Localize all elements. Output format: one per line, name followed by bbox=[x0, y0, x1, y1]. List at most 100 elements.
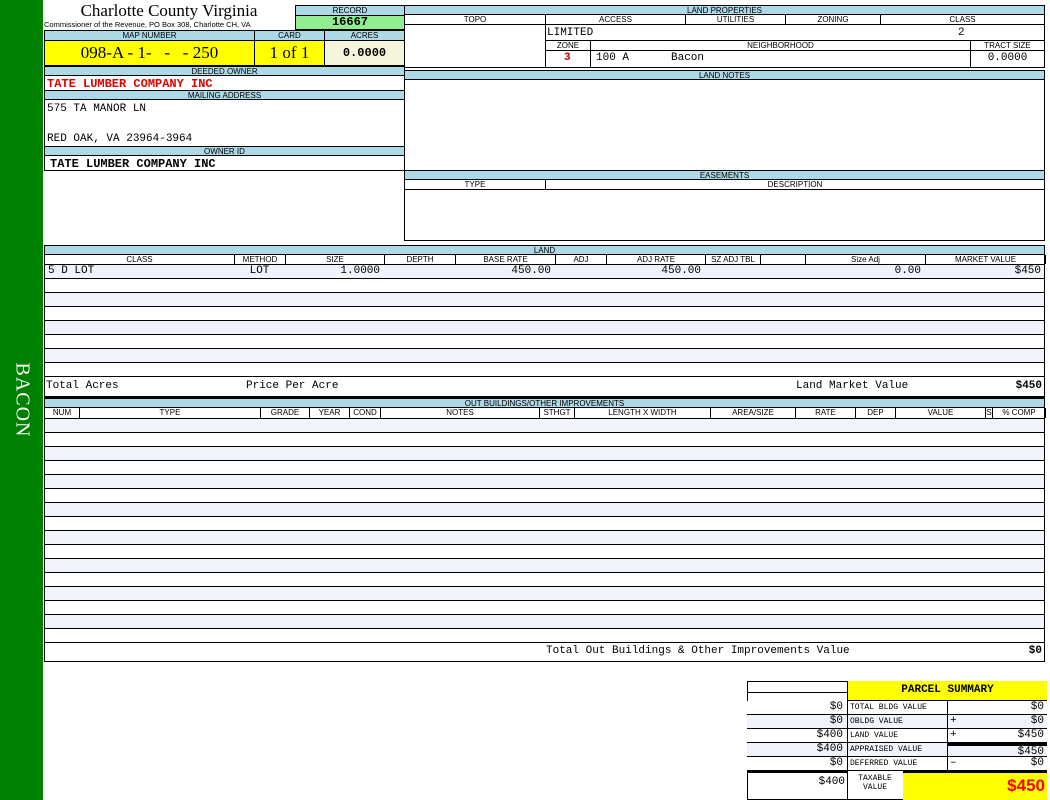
tract-size-header: TRACT SIZE bbox=[970, 40, 1045, 51]
column-header: VALUE bbox=[896, 408, 986, 418]
column-header: % COMP bbox=[993, 408, 1046, 418]
owner-id-value: TATE LUMBER COMPANY INC bbox=[50, 157, 216, 171]
access-header: ACCESS bbox=[545, 15, 686, 25]
table-row[interactable] bbox=[45, 307, 1044, 321]
table-row[interactable] bbox=[45, 419, 1044, 433]
table-row[interactable] bbox=[45, 503, 1044, 517]
column-header: ADJ RATE bbox=[607, 255, 706, 264]
land-rows: 5 D LOT LOT 1.0000 450.00 450.00 0.00 $450 bbox=[45, 265, 1044, 377]
parcel-summary-title: PARCEL SUMMARY bbox=[847, 681, 1047, 701]
tract-size-value: 0.0000 bbox=[987, 52, 1028, 64]
map-number-value: 098-A - 1- - - 250 bbox=[44, 40, 255, 66]
class-header: CLASS bbox=[880, 15, 1045, 25]
table-row[interactable] bbox=[45, 517, 1044, 531]
table-row[interactable] bbox=[45, 433, 1044, 447]
table-row[interactable] bbox=[45, 335, 1044, 349]
column-header: DEP bbox=[856, 408, 896, 418]
table-row[interactable] bbox=[45, 587, 1044, 601]
column-header: MARKET VALUE bbox=[926, 255, 1046, 264]
sidebar: BACON bbox=[0, 0, 43, 800]
table-row[interactable] bbox=[45, 601, 1044, 615]
outbuildings-column-headers: NUM TYPE GRADE YEAR COND NOTES STHGT LENGTH X W… bbox=[44, 408, 1046, 419]
column-header: LENGTH X WIDTH bbox=[575, 408, 711, 418]
taxable-value-label: TAXABLE VALUE bbox=[858, 774, 892, 792]
outbuildings-rows bbox=[45, 419, 1044, 643]
acres-value: 0.0000 bbox=[324, 40, 405, 66]
table-row[interactable] bbox=[45, 545, 1044, 559]
sidebar-neighborhood-label: BACON bbox=[11, 362, 34, 438]
summary-prior-value: $400 bbox=[747, 729, 848, 743]
table-row[interactable] bbox=[45, 363, 1044, 377]
column-header: AREA/SIZE bbox=[711, 408, 796, 418]
column-header: TYPE bbox=[80, 408, 261, 418]
land-properties-title: LAND PROPERTIES bbox=[404, 5, 1045, 15]
table-cell: 0.00 bbox=[894, 265, 921, 277]
record-value: 16667 bbox=[295, 16, 405, 30]
summary-operator: – bbox=[948, 757, 968, 771]
column-header: YEAR bbox=[310, 408, 350, 418]
table-row[interactable] bbox=[45, 573, 1044, 587]
table-row[interactable] bbox=[45, 461, 1044, 475]
column-header: DEPTH bbox=[385, 255, 456, 264]
summary-label: DEFERRED VALUE bbox=[848, 757, 948, 771]
column-header: GRADE bbox=[261, 408, 310, 418]
summary-value: $0 bbox=[968, 757, 1047, 771]
summary-prior-value: $0 bbox=[747, 757, 848, 771]
table-cell: LOT bbox=[249, 265, 270, 277]
table-row[interactable] bbox=[45, 615, 1044, 629]
table-cell: 450.00 bbox=[661, 265, 701, 277]
table-row[interactable] bbox=[45, 279, 1044, 293]
county-title: Charlotte County Virginia bbox=[80, 1, 258, 20]
card-value: 1 of 1 bbox=[254, 40, 325, 66]
land-title: LAND bbox=[44, 245, 1045, 255]
table-row[interactable] bbox=[45, 475, 1044, 489]
easement-type-header: TYPE bbox=[404, 180, 546, 190]
summary-label: APPRAISED VALUE bbox=[848, 743, 948, 757]
table-row[interactable] bbox=[45, 489, 1044, 503]
table-row[interactable] bbox=[45, 447, 1044, 461]
summary-value: $0 bbox=[968, 701, 1047, 715]
column-header: METHOD bbox=[235, 255, 286, 264]
outbuildings-total-label: Total Out Buildings & Other Improvements… bbox=[546, 645, 850, 657]
table-row[interactable] bbox=[45, 629, 1044, 643]
deeded-owner-value: TATE LUMBER COMPANY INC bbox=[47, 77, 213, 91]
table-row[interactable] bbox=[45, 559, 1044, 573]
mailing-address-line1: 575 TA MANOR LN bbox=[47, 103, 147, 115]
table-row[interactable] bbox=[45, 321, 1044, 335]
summary-operator: + bbox=[948, 729, 968, 743]
summary-label: OBLDG VALUE bbox=[848, 715, 948, 729]
column-header: S bbox=[986, 408, 993, 418]
land-market-value: $450 bbox=[1015, 380, 1042, 392]
summary-rows: $0 TOTAL BLDG VALUE $0 $0 OBLDG VALUE + $0 $400… bbox=[747, 701, 1047, 771]
table-cell: 450.00 bbox=[511, 265, 551, 277]
column-header: COND bbox=[350, 408, 381, 418]
easements-title: EASEMENTS bbox=[404, 170, 1045, 180]
column-header: NOTES bbox=[381, 408, 540, 418]
column-header: SZ ADJ TBL bbox=[706, 255, 761, 264]
deeded-owner-label: DEEDED OWNER bbox=[44, 66, 405, 76]
table-row[interactable]: 5 D LOT LOT 1.0000 450.00 450.00 0.00 $450 bbox=[45, 265, 1044, 279]
land-market-value-label: Land Market Value bbox=[796, 380, 909, 392]
land-notes-title: LAND NOTES bbox=[404, 70, 1045, 80]
table-row[interactable] bbox=[45, 349, 1044, 363]
office-address: Commissioner of the Revenue, PO Box 308,… bbox=[44, 20, 251, 29]
topo-header: TOPO bbox=[404, 15, 546, 25]
taxable-prior-value: $400 bbox=[747, 771, 848, 800]
table-cell: 5 D LOT bbox=[48, 265, 95, 277]
summary-operator bbox=[948, 743, 968, 757]
summary-prior-value: $0 bbox=[747, 701, 848, 715]
outbuildings-total-value: $0 bbox=[1028, 645, 1042, 657]
outbuildings-title: OUT BUILDINGS/OTHER IMPROVEMENTS bbox=[44, 398, 1045, 408]
summary-label: TOTAL BLDG VALUE bbox=[848, 701, 948, 715]
easement-description-header: DESCRIPTION bbox=[545, 180, 1045, 190]
table-row[interactable] bbox=[45, 531, 1044, 545]
column-header: Size Adj bbox=[806, 255, 926, 264]
class-value: 2 bbox=[958, 27, 965, 39]
summary-operator: + bbox=[948, 715, 968, 729]
column-header: NUM bbox=[45, 408, 80, 418]
summary-prior-value: $400 bbox=[747, 743, 848, 757]
access-value: LIMITED bbox=[547, 27, 594, 39]
table-cell: $450 bbox=[1014, 265, 1041, 277]
land-notes-box[interactable] bbox=[404, 70, 1045, 171]
table-row[interactable] bbox=[45, 293, 1044, 307]
